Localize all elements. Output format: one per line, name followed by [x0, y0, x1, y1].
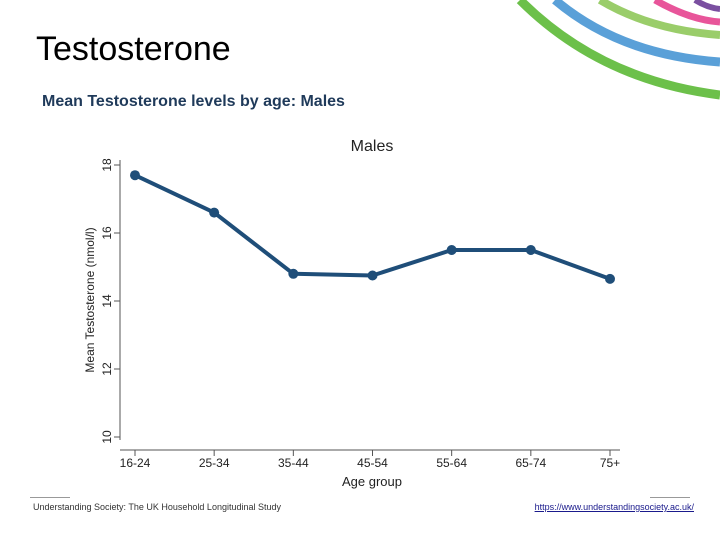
chart-title: Males — [351, 138, 394, 155]
data-point — [367, 270, 378, 281]
data-point — [288, 268, 299, 279]
y-ticks: 10 12 14 16 18 — [100, 158, 120, 444]
x-tick-label: 65-74 — [515, 456, 546, 470]
x-tick-label: 75+ — [600, 456, 620, 470]
footer-rule-left — [30, 497, 70, 498]
deco-arc-green — [516, 0, 720, 100]
x-tick-label: 35-44 — [278, 456, 309, 470]
x-tick-label: 45-54 — [357, 456, 388, 470]
y-tick-label: 10 — [100, 430, 114, 444]
data-point — [130, 170, 140, 181]
deco-arc-blue — [552, 0, 720, 67]
y-tick-label: 16 — [100, 226, 114, 240]
footer-rule-right — [650, 497, 690, 498]
data-point — [605, 273, 615, 284]
y-tick-label: 12 — [100, 362, 114, 376]
data-point — [525, 245, 536, 255]
deco-arc-purple — [693, 0, 720, 12]
slide-title: Testosterone — [36, 30, 231, 68]
x-tick-label: 16-24 — [120, 456, 151, 470]
y-tick-label: 18 — [100, 158, 114, 172]
data-points — [130, 170, 615, 284]
x-axis-label: Age group — [342, 474, 402, 489]
chart-subtitle: Mean Testosterone levels by age: Males — [42, 93, 345, 110]
x-ticks: 16-24 25-34 35-44 45-54 55-64 65-74 75+ — [120, 450, 620, 470]
data-point — [209, 207, 220, 218]
deco-arc-lightgreen — [597, 0, 720, 39]
y-axis-label: Mean Testosterone (nmol/l) — [83, 227, 97, 372]
x-tick-label: 25-34 — [199, 456, 230, 470]
data-point — [446, 245, 457, 255]
y-tick-label: 14 — [100, 294, 114, 308]
deco-arc-pink — [653, 0, 720, 26]
footer-link[interactable]: https://www.understandingsociety.ac.uk/ — [534, 502, 694, 512]
footer-source: Understanding Society: The UK Household … — [33, 502, 281, 512]
chart-background — [72, 122, 632, 494]
x-tick-label: 55-64 — [436, 456, 467, 470]
